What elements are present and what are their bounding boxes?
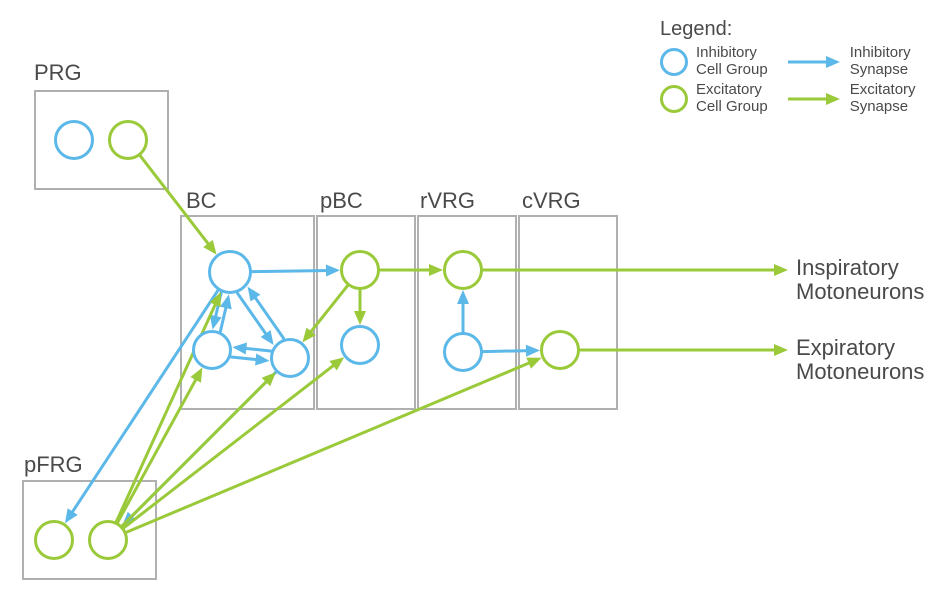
region-pBC bbox=[316, 215, 416, 410]
region-label-rVRG: rVRG bbox=[420, 188, 475, 214]
node-PRG_exc bbox=[108, 120, 148, 160]
node-BC_br bbox=[270, 338, 310, 378]
node-PRG_inh bbox=[54, 120, 94, 160]
node-cVRG bbox=[540, 330, 580, 370]
region-label-PRG: PRG bbox=[34, 60, 82, 86]
region-label-pBC: pBC bbox=[320, 188, 363, 214]
region-cVRG bbox=[518, 215, 618, 410]
legend-text: ExcitatorySynapse bbox=[850, 82, 916, 115]
legend-item-circle-inhibitory: InhibitoryCell Group bbox=[660, 45, 768, 78]
region-BC bbox=[180, 215, 315, 410]
region-label-cVRG: cVRG bbox=[522, 188, 581, 214]
output-label-1: ExpiratoryMotoneurons bbox=[796, 336, 924, 384]
node-pBC_top bbox=[340, 250, 380, 290]
legend-text: InhibitoryCell Group bbox=[696, 45, 768, 78]
output-label-0: InspiratoryMotoneurons bbox=[796, 256, 924, 304]
region-label-BC: BC bbox=[186, 188, 217, 214]
node-rVRG_bot bbox=[443, 332, 483, 372]
legend-item-arrow-inhibitory: InhibitorySynapse bbox=[786, 45, 916, 78]
node-BC_top bbox=[208, 250, 252, 294]
legend-item-circle-excitatory: ExcitatoryCell Group bbox=[660, 82, 768, 115]
node-rVRG_top bbox=[443, 250, 483, 290]
legend-text: ExcitatoryCell Group bbox=[696, 82, 768, 115]
legend: Legend: InhibitoryCell Group InhibitorySyn… bbox=[660, 18, 916, 117]
node-pFRG_r bbox=[88, 520, 128, 560]
inhibitory-arrow-icon bbox=[786, 52, 844, 72]
node-pFRG_l bbox=[34, 520, 74, 560]
node-BC_bl bbox=[192, 330, 232, 370]
legend-title: Legend: bbox=[660, 18, 916, 41]
excitatory-circle-icon bbox=[660, 85, 688, 113]
inhibitory-circle-icon bbox=[660, 48, 688, 76]
excitatory-arrow-icon bbox=[786, 89, 844, 109]
node-pBC_bot bbox=[340, 325, 380, 365]
legend-text: InhibitorySynapse bbox=[850, 45, 911, 78]
region-rVRG bbox=[417, 215, 517, 410]
region-label-pFRG: pFRG bbox=[24, 452, 83, 478]
legend-item-arrow-excitatory: ExcitatorySynapse bbox=[786, 82, 916, 115]
